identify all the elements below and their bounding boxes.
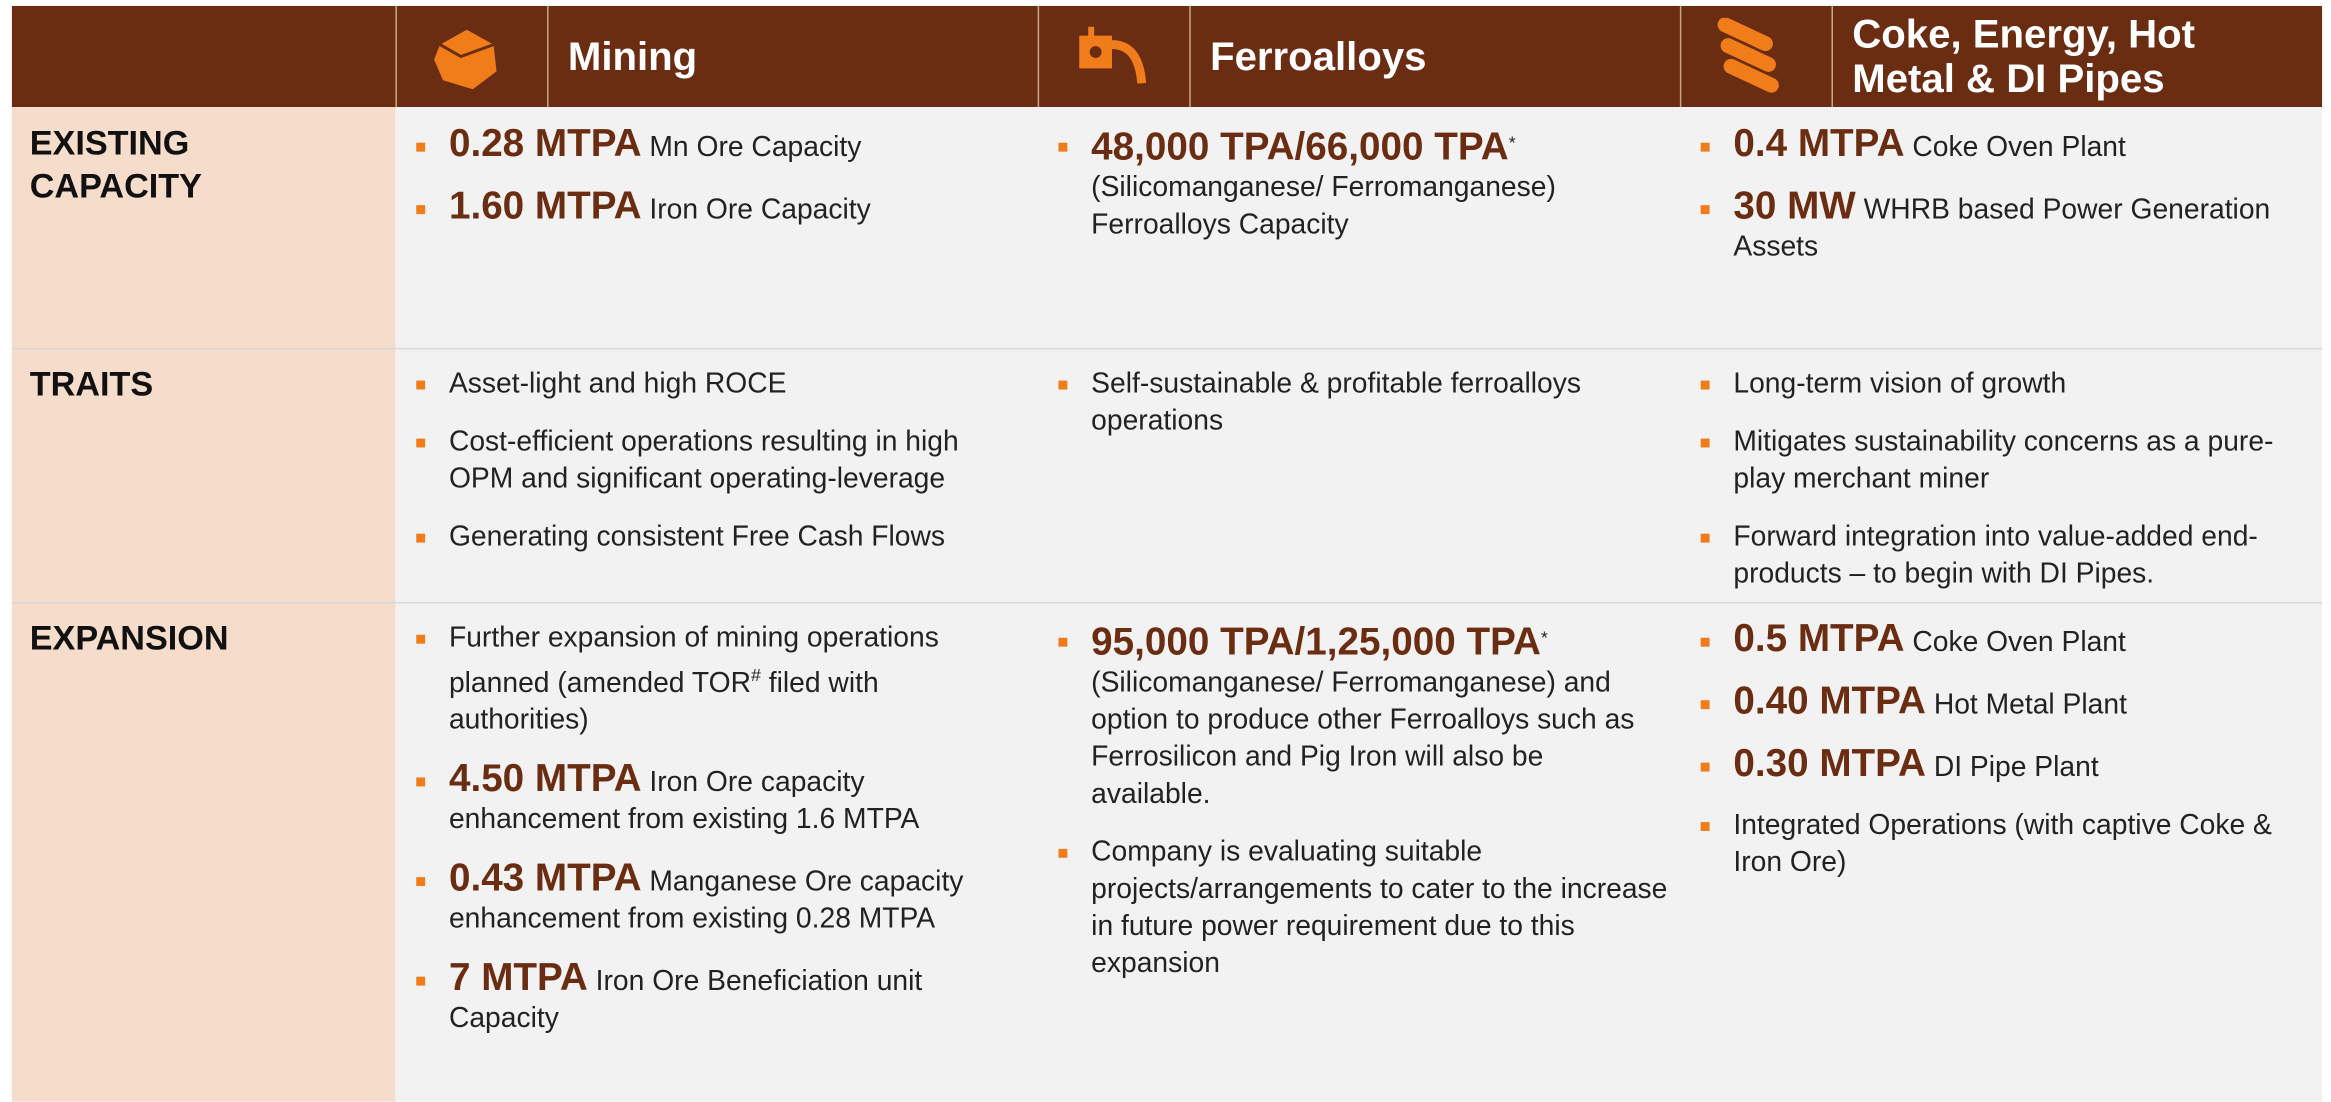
text: DI Pipe Plant (1925, 752, 2099, 784)
bullet-item: Self-sustainable & profitable ferroalloy… (1058, 366, 1668, 440)
bullet-item: 0.28 MTPA Mn Ore Capacity (416, 123, 1026, 167)
highlight-figure: 4.50 MTPA (448, 755, 642, 801)
bullet-item: Long-term vision of growth (1700, 366, 2322, 403)
cell: 0.4 MTPA Coke Oven Plant 30 MW WHRB based… (1700, 123, 2322, 287)
highlight-figure: 0.40 MTPA (1733, 677, 1926, 723)
header-divider (1189, 5, 1191, 108)
highlight-figure: 95,000 TPA/1,25,000 TPA (1091, 618, 1541, 664)
text: Manganese Ore capacity enhancement from … (448, 867, 964, 936)
bullet-item: Integrated Operations (with captive Coke… (1700, 807, 2322, 881)
text: filed with authorities) (448, 667, 879, 737)
text: (Silicomanganese/ Ferromanganese) and op… (1091, 667, 1635, 811)
cell: 48,000 TPA/66,000 TPA* (Silicomanganese/… (1058, 125, 1668, 265)
header-divider (547, 5, 549, 108)
header-divider (395, 5, 397, 108)
highlight-figure: 0.43 MTPA (448, 855, 642, 900)
bullet-item: Further expansion of mining operations p… (416, 620, 1026, 739)
text: Hot Metal Plant (1925, 689, 2127, 722)
text: Iron Ore Beneficiation unit Capacity (448, 966, 923, 1036)
bullet-item: 0.4 MTPA Coke Oven Plant (1700, 123, 2322, 167)
bullet-item: Forward integration into value-added end… (1700, 519, 2322, 593)
text: Further expansion of mining operations p… (448, 622, 939, 700)
bullet-item: Cost-efficient operations resulting in h… (416, 424, 1026, 498)
bullet-item: 30 MW WHRB based Power Generation Assets (1700, 186, 2322, 266)
cell: 0.28 MTPA Mn Ore Capacity 1.60 MTPA Iron … (416, 123, 1026, 250)
row-label: EXISTING CAPACITY (11, 107, 396, 348)
highlight-figure: 0.28 MTPA (448, 120, 642, 166)
highlight-figure: 0.30 MTPA (1733, 740, 1926, 785)
bullet-item: 0.5 MTPA Coke Oven Plant (1700, 618, 2322, 662)
row-separator (11, 347, 2323, 350)
bullet-item: Mitigates sustainability concerns as a p… (1700, 424, 2322, 498)
highlight-figure: 0.5 MTPA (1733, 615, 1905, 661)
text: Mn Ore Capacity (641, 132, 862, 164)
text: Self-sustainable & profitable ferroalloy… (1091, 368, 1582, 438)
text: Coke Oven Plant (1904, 627, 2126, 659)
header-bar (11, 5, 2323, 108)
bullet-item: 95,000 TPA/1,25,000 TPA* (Silicomanganes… (1058, 620, 1668, 814)
highlight-figure: 0.4 MTPA (1733, 120, 1905, 166)
mining-icon (434, 29, 497, 90)
text: # (750, 664, 761, 686)
text: Company is evaluating suitable projects/… (1091, 837, 1668, 981)
row-body (395, 347, 2323, 603)
row-body (395, 602, 2323, 1102)
text: Coke Oven Plant (1904, 132, 2126, 164)
cell: Self-sustainable & profitable ferroalloy… (1058, 366, 1668, 461)
pipes-icon (1717, 17, 1779, 93)
column-title: Coke, Energy, Hot Metal & DI Pipes (1852, 11, 2196, 102)
text: * (1508, 132, 1516, 154)
header-divider (1037, 5, 1040, 108)
ferroalloys-icon (1079, 26, 1147, 84)
highlight-figure: 30 MW (1733, 182, 1856, 228)
text: Long-term vision of growth (1733, 368, 2067, 400)
bullet-item: Generating consistent Free Cash Flows (416, 519, 1026, 556)
text: * (1540, 627, 1548, 649)
text: Iron Ore Capacity (641, 194, 871, 226)
highlight-figure: 48,000 TPA/66,000 TPA (1091, 123, 1509, 169)
text: Mitigates sustainability concerns as a p… (1733, 426, 2274, 496)
text: (Silicomanganese/ Ferromanganese) Ferroa… (1091, 172, 1556, 242)
text: Cost-efficient operations resulting in h… (448, 426, 959, 496)
text: WHRB based Power Generation Assets (1733, 194, 2271, 264)
cell: 95,000 TPA/1,25,000 TPA* (Silicomanganes… (1058, 620, 1668, 1004)
header-divider (1831, 5, 1833, 108)
row-separator (11, 602, 2323, 604)
cell: 0.5 MTPA Coke Oven Plant 0.40 MTPA Hot Me… (1700, 618, 2322, 902)
cell: Long-term vision of growth Mitigates sust… (1700, 366, 2322, 614)
bullet-item: 0.43 MTPA Manganese Ore capacity enhance… (416, 858, 1026, 939)
column-title: Mining (567, 34, 698, 79)
bullet-item: 48,000 TPA/66,000 TPA* (Silicomanganese/… (1058, 125, 1668, 244)
bullet-item: 0.40 MTPA Hot Metal Plant (1700, 681, 2322, 724)
bullet-item: 4.50 MTPA Iron Ore capacity enhancement … (416, 759, 1026, 839)
bullet-item: 1.60 MTPA Iron Ore Capacity (416, 186, 1026, 229)
column-title: Ferroalloys (1210, 34, 1427, 79)
row-body (395, 107, 2323, 348)
row-label: EXPANSION (11, 602, 396, 1102)
highlight-figure: 7 MTPA (448, 954, 588, 1000)
text: Asset-light and high ROCE (448, 368, 787, 400)
bullet-item: 0.30 MTPA DI Pipe Plant (1700, 743, 2322, 787)
text: Forward integration into value-added end… (1733, 521, 2258, 591)
cell: Further expansion of mining operations p… (416, 620, 1026, 1059)
cell: Asset-light and high ROCE Cost-efficient … (416, 366, 1026, 577)
row-label: TRAITS (11, 347, 396, 603)
bullet-item: Company is evaluating suitable projects/… (1058, 834, 1668, 983)
bullet-item: 7 MTPA Iron Ore Beneficiation unit Capac… (416, 958, 1026, 1038)
header-divider (1679, 5, 1682, 108)
text: Integrated Operations (with captive Coke… (1733, 810, 2272, 879)
text: Generating consistent Free Cash Flows (448, 521, 946, 554)
highlight-figure: 1.60 MTPA (448, 182, 642, 228)
bullet-item: Asset-light and high ROCE (416, 366, 1026, 403)
text: Iron Ore capacity enhancement from exist… (448, 767, 920, 836)
